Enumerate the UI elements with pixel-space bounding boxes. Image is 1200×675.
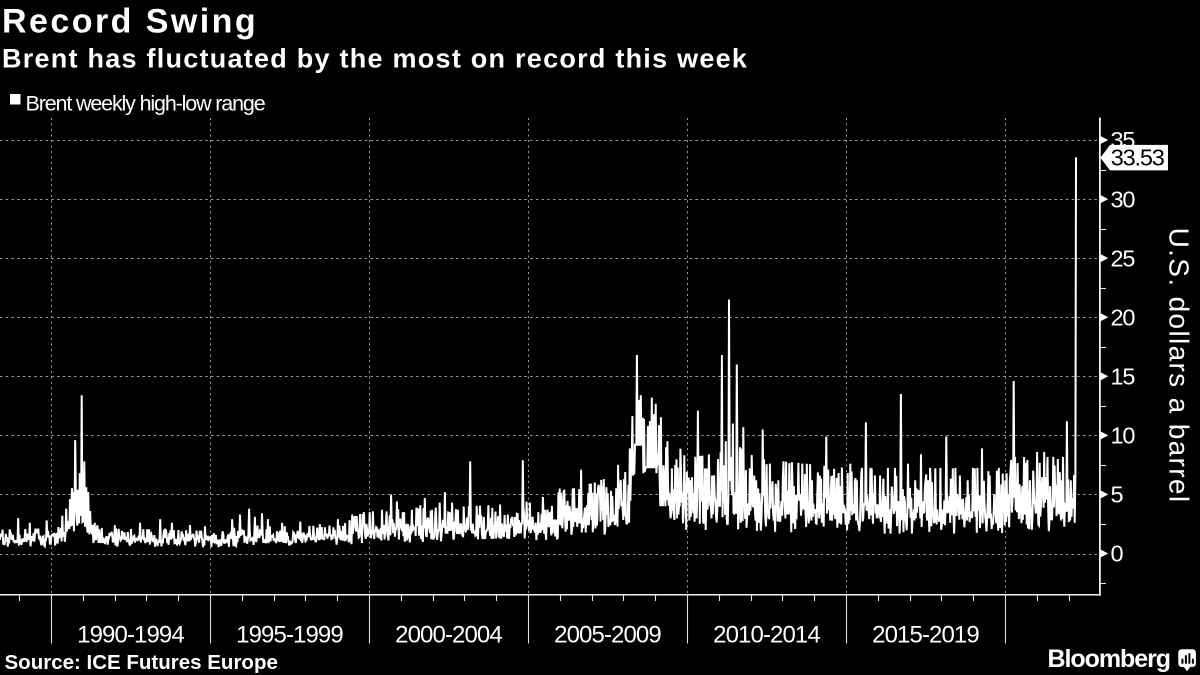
svg-text:10: 10 <box>1111 423 1136 449</box>
svg-text:2000-2004: 2000-2004 <box>395 622 502 649</box>
svg-text:Brent has fluctuated by the mo: Brent has fluctuated by the most on reco… <box>2 44 748 74</box>
svg-text:2005-2009: 2005-2009 <box>554 622 661 649</box>
svg-text:0: 0 <box>1111 541 1124 567</box>
svg-text:15: 15 <box>1111 364 1136 390</box>
svg-text:Record Swing: Record Swing <box>2 3 258 41</box>
svg-text:33.53: 33.53 <box>1111 145 1165 171</box>
svg-text:25: 25 <box>1111 245 1136 271</box>
svg-text:U.S. dollars a barrel: U.S. dollars a barrel <box>1164 228 1195 504</box>
svg-text:20: 20 <box>1111 304 1136 330</box>
svg-text:1995-1999: 1995-1999 <box>236 622 343 649</box>
svg-text:Source: ICE Futures Europe: Source: ICE Futures Europe <box>5 651 278 674</box>
svg-text:Bloomberg: Bloomberg <box>1048 645 1171 673</box>
svg-text:5: 5 <box>1111 482 1124 508</box>
svg-text:2015-2019: 2015-2019 <box>872 622 979 649</box>
svg-text:1990-1994: 1990-1994 <box>77 622 184 649</box>
svg-text:Brent weekly high-low range: Brent weekly high-low range <box>26 92 265 116</box>
svg-text:30: 30 <box>1111 186 1136 212</box>
svg-text:2010-2014: 2010-2014 <box>713 622 820 649</box>
